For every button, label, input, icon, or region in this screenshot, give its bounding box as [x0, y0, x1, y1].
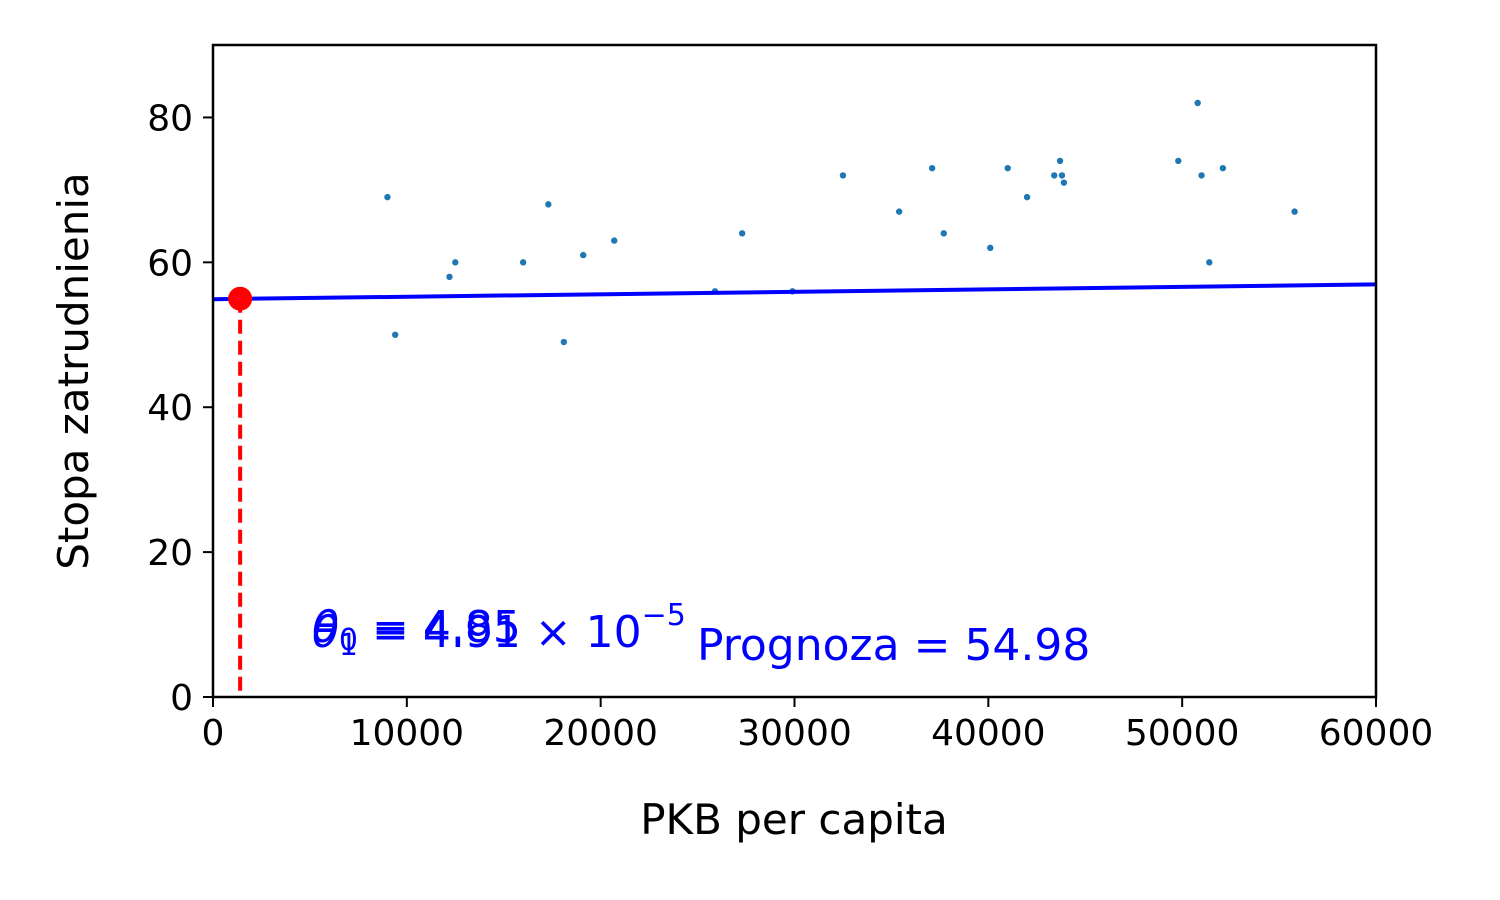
x-tick-label-40000: 40000	[931, 713, 1046, 754]
data-point-29	[1291, 208, 1298, 215]
data-point-8	[580, 251, 587, 259]
data-point-28	[1219, 164, 1227, 172]
data-point-26	[1198, 172, 1205, 179]
data-point-25	[1194, 99, 1201, 107]
data-point-16	[940, 230, 947, 237]
x-tick-label-20000: 20000	[543, 713, 658, 754]
theta1-annotation: θ1 = 4.91 × 10−5	[312, 598, 686, 663]
y-tick-label-0: 0	[170, 678, 193, 719]
theta1-subscript: 1	[339, 628, 358, 663]
y-tick-label-60: 60	[147, 243, 193, 284]
y-tick-label-40: 40	[147, 388, 193, 429]
data-point-18	[1004, 164, 1011, 172]
data-point-21	[1056, 157, 1064, 165]
theta1-value: = 4.91 × 10	[358, 607, 642, 658]
data-point-22	[1058, 172, 1066, 179]
data-point-3	[446, 273, 453, 281]
regression-line-layer	[212, 282, 1377, 302]
regression-line	[212, 282, 1377, 302]
y-tick-label-20: 20	[147, 533, 193, 574]
x-tick-label-0: 0	[202, 713, 225, 754]
prediction-annotation: Prognoza = 54.98	[697, 620, 1090, 671]
data-point-5	[519, 259, 527, 266]
y-axis-title: Stopa zatrudnienia	[49, 172, 98, 570]
x-tick-label-10000: 10000	[350, 713, 465, 754]
x-tick-label-50000: 50000	[1125, 713, 1240, 754]
prediction-point	[228, 286, 253, 311]
data-points	[384, 99, 1298, 346]
data-point-20	[1051, 172, 1058, 179]
theta0-subscript: 0	[339, 623, 358, 658]
data-point-13	[839, 172, 847, 179]
prediction-layer	[228, 286, 253, 697]
data-point-4	[452, 259, 459, 266]
data-point-24	[1175, 157, 1182, 165]
x-axis-title: PKB per capita	[640, 795, 948, 844]
theta1-exponent: −5	[642, 598, 686, 633]
x-tick-label-60000: 60000	[1319, 713, 1434, 754]
data-point-19	[1023, 193, 1031, 201]
data-point-7	[560, 338, 568, 346]
data-point-9	[611, 237, 618, 244]
data-point-11	[738, 230, 746, 237]
y-axis-ticks: 0 20 40 60 80	[147, 98, 213, 719]
theta0-symbol: θ	[312, 602, 339, 653]
data-point-17	[987, 244, 994, 252]
y-tick-label-80: 80	[147, 98, 193, 139]
x-axis-ticks: 0 10000 20000 30000 40000 50000 60000	[202, 697, 1434, 754]
data-point-2	[392, 331, 399, 338]
data-point-15	[928, 164, 936, 172]
data-point-27	[1206, 259, 1213, 266]
data-point-1	[384, 193, 391, 201]
data-point-23	[1060, 179, 1068, 186]
data-point-6	[545, 201, 552, 208]
x-tick-label-30000: 30000	[737, 713, 852, 754]
theta0-annotation: θ0 = 4.85	[312, 602, 521, 658]
theta0-value: = 4.85	[358, 602, 521, 653]
theta1-symbol: θ	[312, 607, 339, 658]
data-point-14	[895, 208, 903, 215]
